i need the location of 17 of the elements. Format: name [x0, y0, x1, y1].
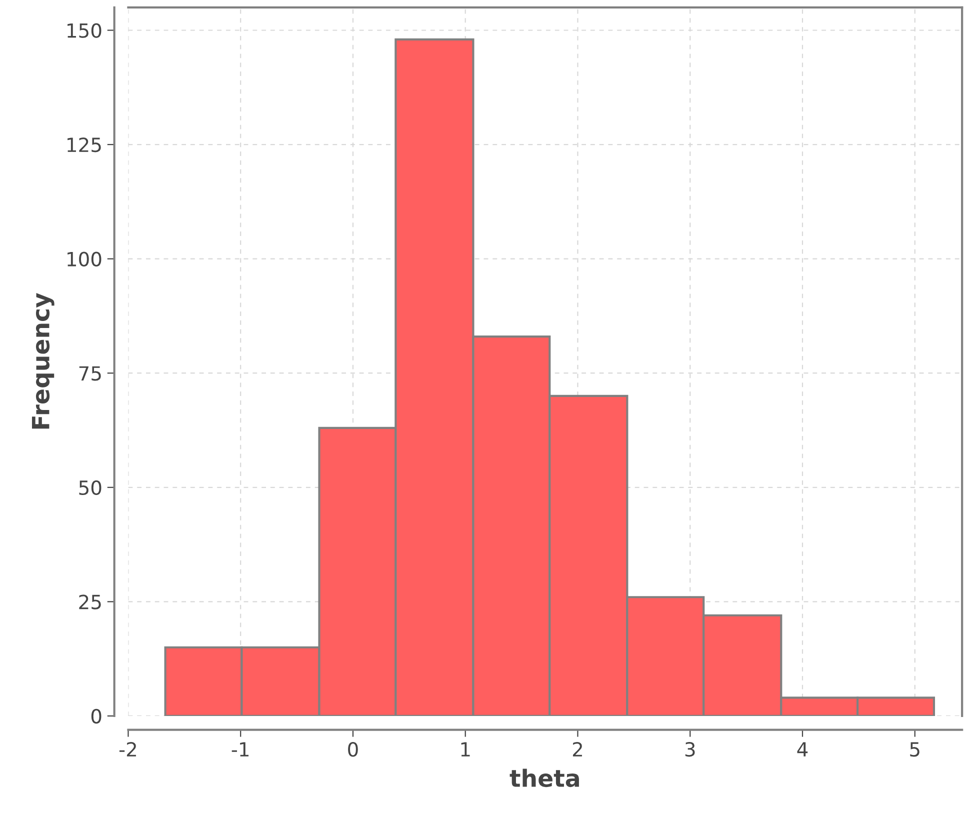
- y-tick-label: 50: [79, 480, 102, 496]
- x-tick-label: 0: [348, 742, 358, 757]
- x-tick-label: 4: [797, 742, 808, 756]
- y-tick-label: 125: [68, 137, 101, 152]
- x-tick-label: -2: [119, 742, 136, 756]
- x-tick-label: -1: [232, 742, 248, 756]
- y-tick-label: 100: [68, 252, 102, 266]
- y-tick-label: 75: [79, 366, 101, 381]
- y-axis-title: Frequency: [32, 293, 54, 429]
- y-tick-label: 0: [91, 708, 102, 724]
- x-tick-label: 5: [910, 742, 920, 757]
- x-tick-label: 1: [461, 742, 470, 756]
- x-tick-label: 2: [572, 742, 582, 756]
- y-tick-label: 25: [79, 594, 101, 610]
- x-axis-title: theta: [510, 768, 579, 788]
- x-tick-label: 3: [685, 742, 695, 757]
- y-tick-label: 150: [68, 23, 102, 38]
